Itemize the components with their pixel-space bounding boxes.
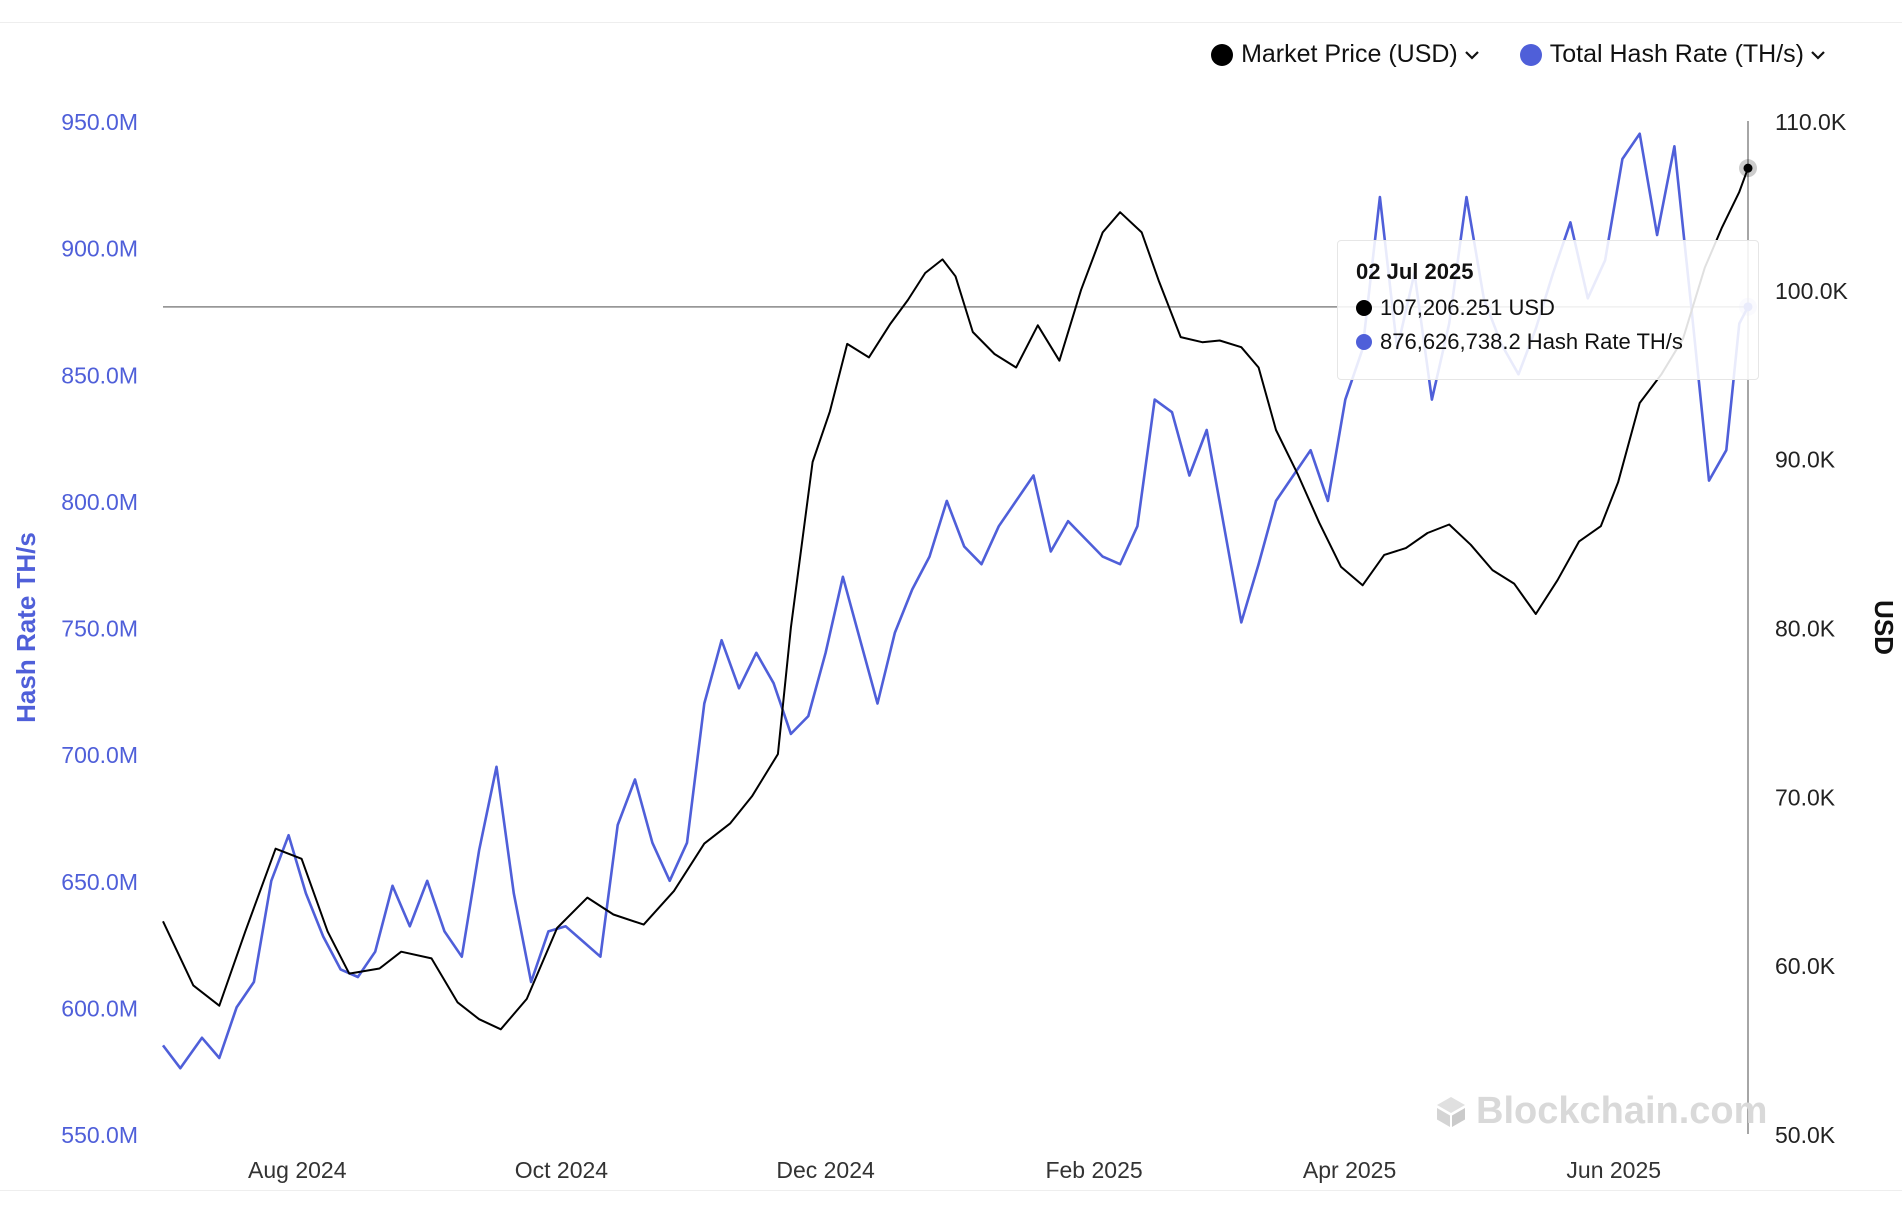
left-axis-title: Hash Rate TH/s xyxy=(11,532,41,723)
x-tick-label: Aug 2024 xyxy=(248,1157,347,1183)
right-tick-label: 110.0K xyxy=(1775,109,1847,135)
chevron-down-icon[interactable] xyxy=(1464,47,1480,63)
tooltip-price-row: 107,206.251 USD xyxy=(1356,295,1740,321)
right-tick-label: 100.0K xyxy=(1775,278,1849,304)
chart-legend: Market Price (USD) Total Hash Rate (TH/s… xyxy=(1211,40,1826,69)
chart-tooltip: 02 Jul 2025 107,206.251 USD 876,626,738.… xyxy=(1337,240,1759,380)
left-tick-label: 700.0M xyxy=(61,742,138,768)
right-tick-label: 70.0K xyxy=(1775,784,1836,810)
left-tick-label: 600.0M xyxy=(61,995,138,1021)
left-tick-label: 750.0M xyxy=(61,616,138,642)
market-price-hover-point xyxy=(1743,163,1753,173)
left-tick-label: 650.0M xyxy=(61,869,138,895)
market-price-series-line[interactable] xyxy=(162,167,1749,1031)
legend-item-hash-rate[interactable]: Total Hash Rate (TH/s) xyxy=(1519,40,1826,69)
x-tick-label: Oct 2024 xyxy=(515,1157,609,1183)
watermark-text: Blockchain.com xyxy=(1476,1090,1768,1132)
right-tick-label: 50.0K xyxy=(1775,1122,1836,1148)
tooltip-price-dot-icon xyxy=(1356,300,1372,316)
market-price-dot-icon xyxy=(1211,43,1234,66)
legend-market-price-label: Market Price (USD) xyxy=(1241,40,1458,68)
right-tick-label: 60.0K xyxy=(1775,953,1836,979)
legend-item-market-price[interactable]: Market Price (USD) xyxy=(1211,40,1480,69)
tooltip-price-value: 107,206.251 USD xyxy=(1380,295,1555,320)
blockchain-watermark: Blockchain.com xyxy=(1434,1090,1767,1133)
right-tick-label: 90.0K xyxy=(1775,447,1836,473)
tooltip-date: 02 Jul 2025 xyxy=(1356,259,1474,284)
left-tick-label: 900.0M xyxy=(61,236,138,262)
hash-rate-dot-icon xyxy=(1519,43,1542,66)
blockchain-logo-icon xyxy=(1437,1096,1465,1127)
x-tick-label: Apr 2025 xyxy=(1303,1157,1396,1183)
tooltip-hash-row: 876,626,738.2 Hash Rate TH/s xyxy=(1356,329,1740,355)
left-tick-label: 800.0M xyxy=(61,489,138,515)
tooltip-hash-dot-icon xyxy=(1356,334,1372,350)
x-tick-label: Jun 2025 xyxy=(1566,1157,1661,1183)
x-tick-label: Feb 2025 xyxy=(1045,1157,1142,1183)
top-divider xyxy=(0,22,1902,23)
x-tick-label: Dec 2024 xyxy=(776,1157,875,1183)
left-tick-label: 950.0M xyxy=(61,109,138,135)
tooltip-hash-value: 876,626,738.2 Hash Rate TH/s xyxy=(1380,329,1683,354)
legend-hash-rate-label: Total Hash Rate (TH/s) xyxy=(1549,40,1804,68)
bottom-divider xyxy=(0,1190,1902,1191)
right-axis-title: USD xyxy=(1869,600,1899,655)
left-tick-label: 550.0M xyxy=(61,1122,138,1148)
right-tick-label: 80.0K xyxy=(1775,616,1836,642)
left-tick-label: 850.0M xyxy=(61,362,138,388)
chevron-down-icon[interactable] xyxy=(1810,47,1826,63)
